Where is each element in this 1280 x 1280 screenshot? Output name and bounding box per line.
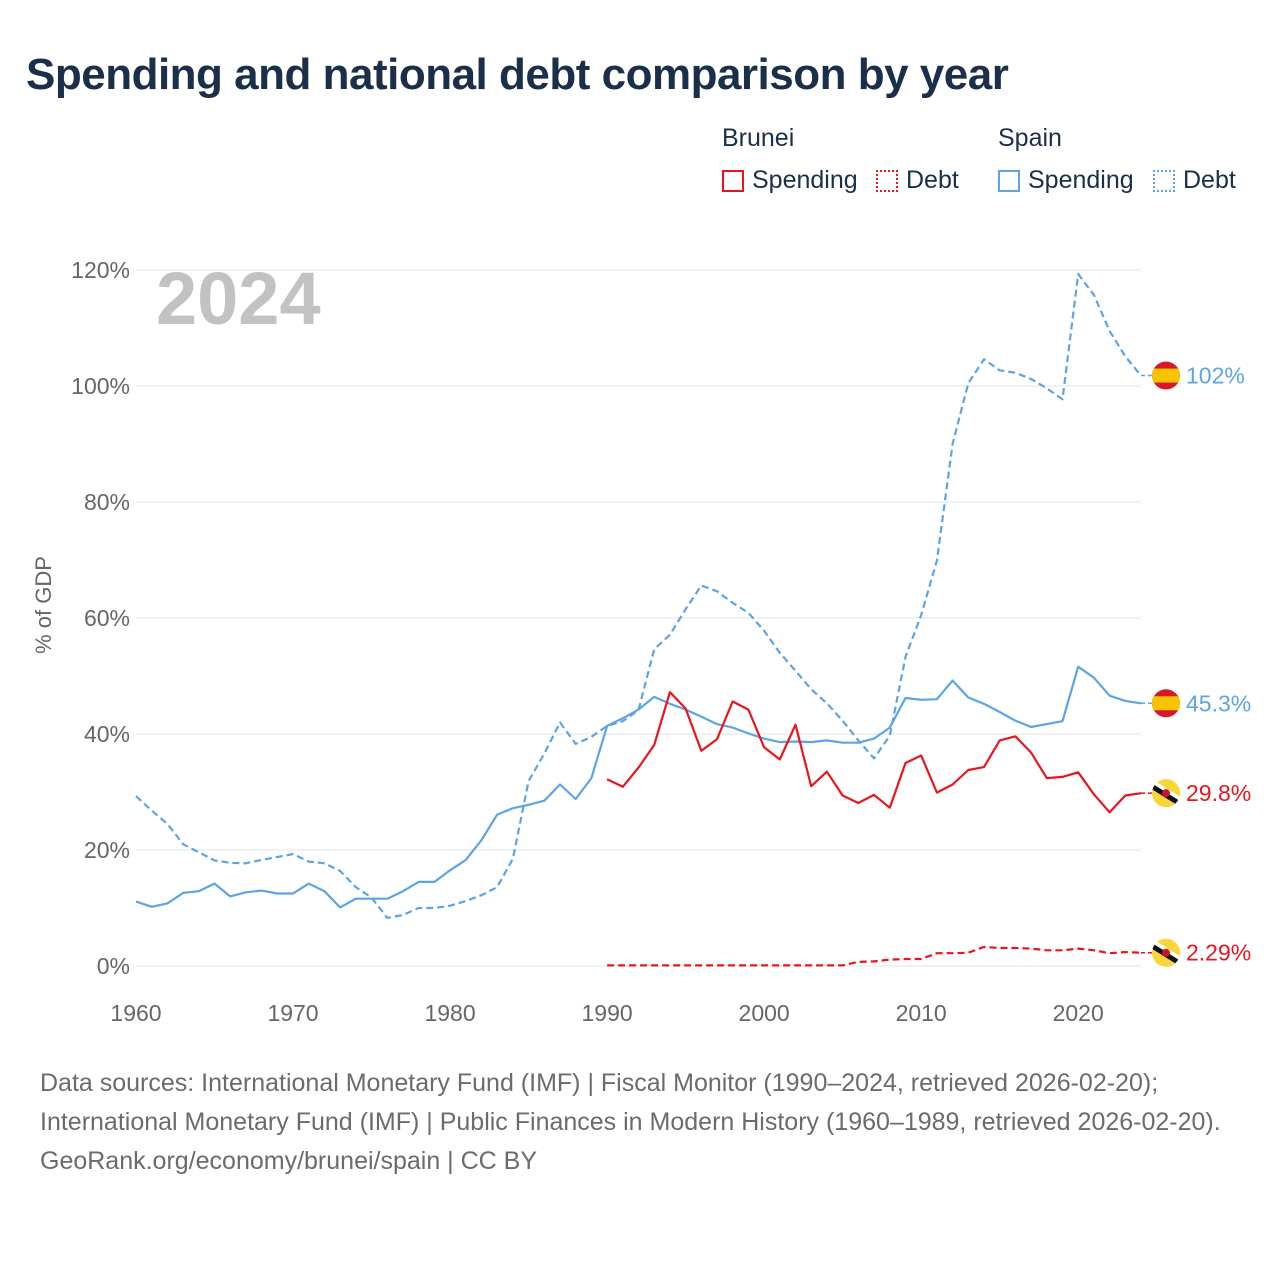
brunei-flag-icon [1152, 779, 1180, 808]
series-line-spain-debt [135, 273, 1142, 920]
legend-swatch-solid [998, 169, 1020, 192]
y-tick-label: 20% [84, 837, 130, 863]
chart-title: Spending and national debt comparison by… [26, 50, 1009, 99]
x-tick-label: 1990 [582, 1000, 633, 1026]
legend-swatch-dotted [1153, 169, 1175, 192]
y-tick-label: 120% [71, 257, 130, 283]
brunei-flag-icon [1152, 938, 1180, 967]
legend-label: Debt [1183, 166, 1236, 194]
legend-group-spain: Spain [998, 124, 1062, 152]
flag-body [1152, 938, 1180, 967]
legend-item-brunei-debt[interactable]: Debt [876, 166, 959, 195]
legend-label: Debt [906, 166, 959, 194]
series-line-brunei-debt [607, 945, 1142, 967]
x-tick-label: 2000 [739, 1000, 790, 1026]
end-value-label: 29.8% [1186, 780, 1251, 806]
year-watermark: 2024 [156, 257, 321, 340]
legend-item-spain-spending[interactable]: Spending [998, 166, 1134, 195]
flag-body [1152, 689, 1180, 718]
x-tick-label: 1980 [424, 1000, 475, 1026]
x-tick-label: 2010 [896, 1000, 947, 1026]
flag-crest [1162, 789, 1170, 798]
y-tick-label: 60% [84, 605, 130, 631]
y-tick-label: 0% [97, 953, 130, 979]
legend-item-brunei-spending[interactable]: Spending [722, 166, 858, 195]
series-line-spain-spending [135, 665, 1142, 909]
spain-flag-icon [1152, 361, 1180, 390]
legend-group-brunei: Brunei [722, 124, 795, 152]
y-tick-label: 80% [84, 489, 130, 515]
legend-swatch-dotted [876, 169, 898, 192]
line-chart: 0% 20% 40% 60% 80% 100% 120% 1960 1970 1980 1990 20… [31, 257, 1251, 1026]
end-value-label: 2.29% [1186, 940, 1251, 966]
flag-body [1152, 361, 1180, 390]
y-axis-title: % of GDP [31, 556, 56, 654]
series-line-brunei-spending [606, 691, 1142, 814]
y-tick-label: 100% [71, 373, 130, 399]
flag-crest [1162, 948, 1170, 957]
end-value-label: 45.3% [1186, 690, 1251, 716]
credit-link[interactable]: GeoRank.org/economy/brunei/spain | CC BY [40, 1147, 538, 1175]
legend-item-spain-debt[interactable]: Debt [1153, 166, 1236, 195]
y-tick-label: 40% [84, 721, 130, 747]
legend-swatch-solid [722, 169, 744, 192]
x-tick-label: 2020 [1053, 1000, 1104, 1026]
spain-flag-icon [1152, 689, 1180, 718]
legend-label: Spending [1028, 166, 1134, 194]
flag-stripe-yellow [1152, 696, 1180, 711]
legend-label: Spending [752, 166, 858, 194]
x-tick-label: 1960 [110, 1000, 161, 1026]
flag-body [1152, 779, 1180, 808]
flag-stripe-yellow [1152, 368, 1180, 383]
end-value-label: 102% [1186, 363, 1245, 389]
data-sources: Data sources: International Monetary Fun… [40, 1069, 1221, 1136]
footer: Data sources: International Monetary Fun… [40, 1064, 1240, 1181]
x-tick-label: 1970 [267, 1000, 318, 1026]
